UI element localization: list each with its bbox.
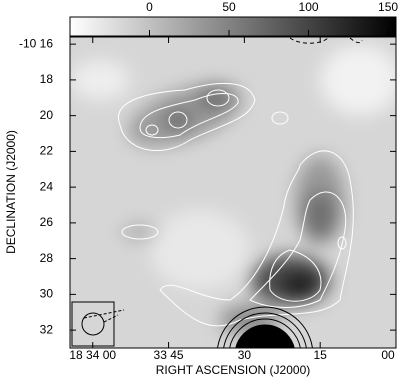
y-tick-label: 22 [40, 144, 54, 158]
x-tick-label: 33 45 [154, 348, 184, 362]
y-tick-label: 30 [40, 287, 54, 301]
y-tick-label: 18 [40, 72, 54, 86]
x-tick-label: 18 34 00 [69, 348, 116, 362]
y-tick-label: 20 [40, 108, 54, 122]
x-tick-label: 30 [238, 348, 252, 362]
y-tick-label: 32 [40, 322, 54, 336]
colorbar-tick-label: 150 [378, 0, 398, 14]
colorbar-tick-label: 0 [146, 0, 153, 14]
colorbar [69, 16, 397, 37]
colorbar-tick-label: 100 [299, 0, 319, 14]
x-axis-label: RIGHT ASCENSION (J2000) [156, 363, 311, 377]
frame [69, 36, 397, 349]
x-tick-label: 00 [381, 348, 395, 362]
y-tick-label: 24 [40, 179, 54, 193]
x-tick-label: 15 [314, 348, 328, 362]
image [70, 37, 396, 348]
y-tick-label: 26 [40, 215, 54, 229]
y-axis-label: DECLINATION (J2000) [4, 130, 18, 254]
y-tick-label: -10 16 [19, 36, 53, 50]
y-tick-label: 28 [40, 251, 54, 265]
colorbar-tick-label: 50 [222, 0, 236, 14]
